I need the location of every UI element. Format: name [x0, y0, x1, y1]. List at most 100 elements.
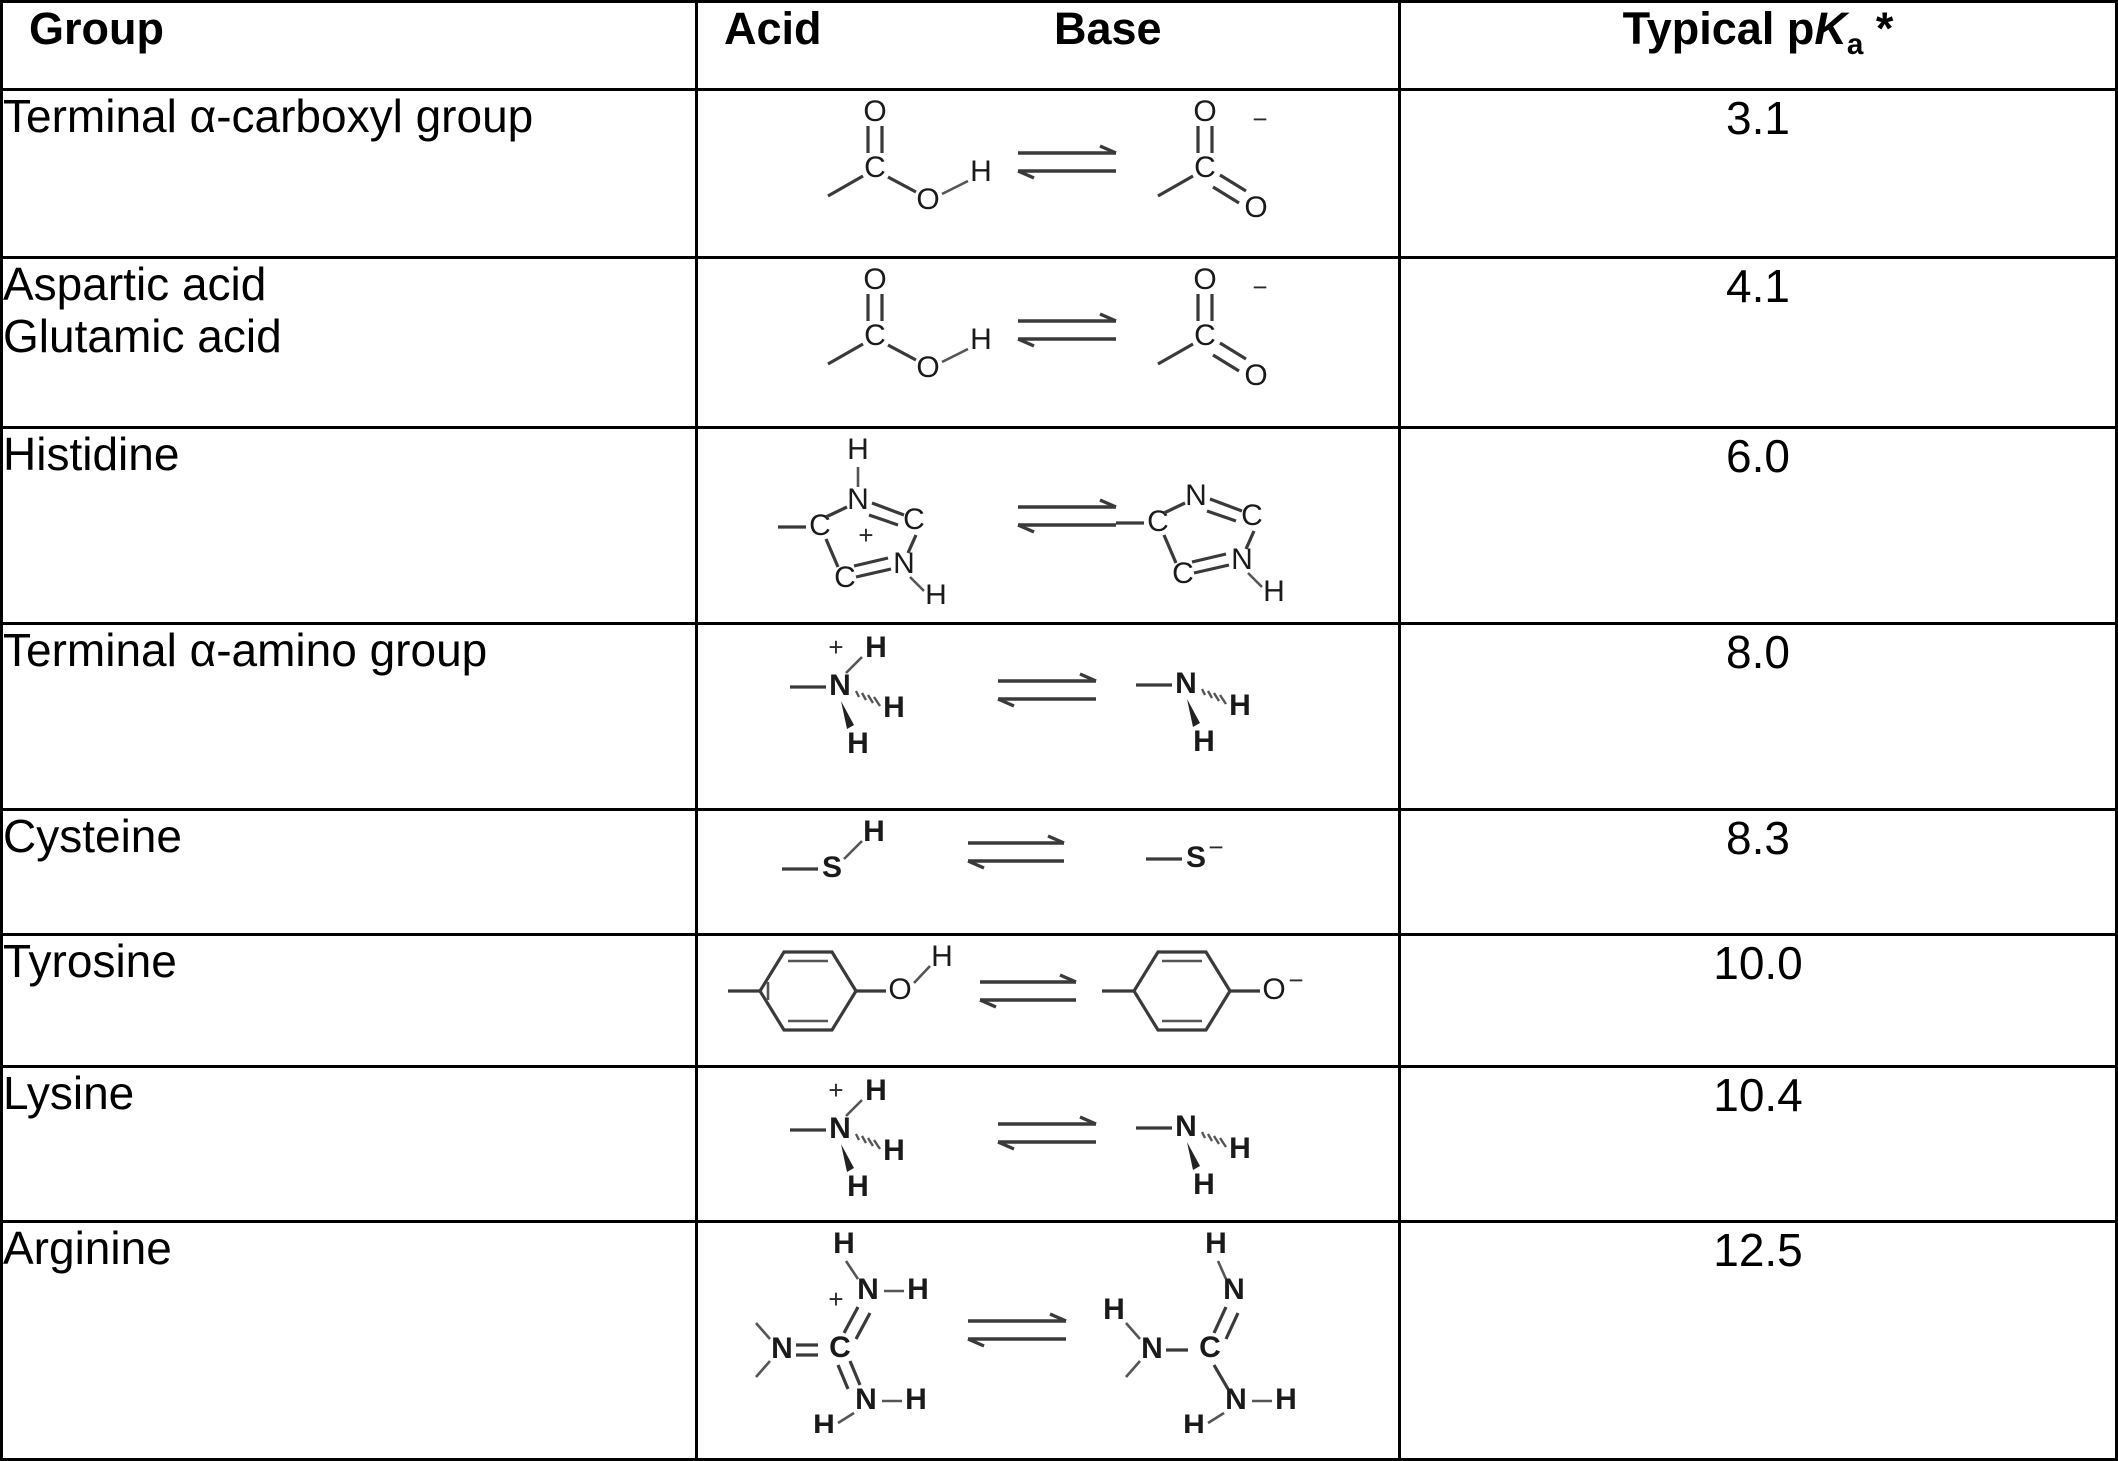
table-row: Histidine H N C N	[0, 426, 2118, 625]
equilibrium-arrow-icon	[967, 1312, 1067, 1348]
pka-asterisk: *	[1875, 3, 1894, 54]
table-row: Arginine H N H + C	[0, 1220, 2118, 1461]
structure-cell-carboxyl-2: C O O H	[695, 256, 1401, 429]
svg-text:C: C	[829, 1331, 851, 1364]
amine-structure: N H H	[1136, 1110, 1251, 1201]
imidazole-equilibrium-diagram: H N C N C C	[778, 433, 1285, 604]
equilibrium-arrow-icon	[1017, 312, 1117, 348]
structure-cell-phenol: O H	[695, 933, 1401, 1068]
structure-cell-lysine-amino: N + H H H	[695, 1065, 1401, 1223]
svg-text:H: H	[847, 727, 869, 760]
structure-cell-amino: N + H H H	[695, 622, 1401, 811]
table-row: Terminal α-amino group N + H	[0, 622, 2118, 811]
svg-text:H: H	[813, 1409, 835, 1433]
pka-value-cell: 4.1	[1398, 256, 2118, 429]
svg-text:+: +	[858, 520, 873, 550]
amine-structure: N H H	[1136, 667, 1251, 758]
pka-value-cell: 12.5	[1398, 1220, 2118, 1461]
column-header-acid-base: Acid Base	[695, 0, 1401, 91]
svg-text:N: N	[1185, 479, 1207, 512]
structure-cell-thiol: S H S −	[695, 808, 1401, 936]
svg-text:H: H	[970, 323, 992, 356]
equilibrium-arrow-icon	[1017, 144, 1117, 180]
structure-cell-guanidinium: H N H + C N	[695, 1220, 1401, 1461]
svg-text:O: O	[1244, 191, 1267, 224]
equilibrium-arrow-icon	[967, 834, 1065, 870]
hashed-bond	[1200, 1131, 1227, 1148]
svg-text:O: O	[888, 973, 911, 1006]
svg-text:C: C	[1147, 505, 1169, 538]
group-label-cell: Lysine	[0, 1065, 698, 1223]
column-header-group: Group	[0, 0, 698, 91]
svg-text:O: O	[1244, 359, 1267, 392]
imidazolium-structure: H N C N C C	[778, 433, 947, 604]
guanidinium-structure: H N H + C N	[755, 1227, 929, 1433]
svg-text:C: C	[1194, 319, 1216, 352]
table-row: Lysine N + H	[0, 1065, 2118, 1223]
pka-value-cell: 10.4	[1398, 1065, 2118, 1223]
pka-value-cell: 10.0	[1398, 933, 2118, 1068]
svg-text:H: H	[847, 1170, 869, 1203]
svg-text:H: H	[865, 631, 887, 664]
equilibrium-arrow-icon	[997, 1115, 1097, 1151]
thiol-structure: S H	[782, 815, 885, 884]
ammonium-structure: N + H H H	[790, 631, 905, 760]
table-row: Tyrosine O H	[0, 933, 2118, 1068]
carboxyl-equilibrium-diagram: C O O H	[827, 263, 1268, 392]
table-row: Terminal α-carboxyl group C O O H	[0, 88, 2118, 259]
column-header-pka-label: Typical pKa *	[1401, 3, 2115, 62]
svg-text:O: O	[1193, 95, 1216, 128]
phenolate-structure: O −	[1102, 950, 1304, 1032]
ammonium-structure: N + H H H	[790, 1074, 905, 1203]
svg-text:N: N	[847, 483, 869, 516]
svg-text:C: C	[834, 561, 856, 594]
group-label-cell: Arginine	[0, 1220, 698, 1461]
guanidine-structure: H N C N H	[1103, 1227, 1297, 1433]
pka-subscript-a: a	[1846, 28, 1864, 61]
structure-cell-carboxyl: C O O H	[695, 88, 1401, 259]
group-label-cell: Cysteine	[0, 808, 698, 936]
amino-equilibrium-diagram: N + H H H	[790, 631, 1251, 760]
svg-text:N: N	[855, 1383, 877, 1416]
pka-value-cell: 8.3	[1398, 808, 2118, 936]
svg-text:N: N	[893, 547, 915, 580]
carboxylate-structure: C O O −	[1157, 263, 1268, 392]
svg-text:S: S	[1186, 841, 1206, 874]
svg-text:N: N	[1175, 1110, 1197, 1143]
phenol-equilibrium-diagram: O H	[728, 940, 1304, 1032]
acid-base-header-wrap: Acid Base	[698, 3, 1398, 55]
svg-text:H: H	[931, 940, 953, 973]
column-header-pka: Typical pKa *	[1398, 0, 2118, 91]
svg-text:H: H	[1229, 689, 1251, 722]
svg-text:O: O	[1262, 973, 1285, 1006]
svg-text:+: +	[828, 1284, 843, 1314]
thiolate-structure: S −	[1146, 832, 1224, 874]
svg-text:H: H	[1275, 1383, 1297, 1416]
pka-value-cell: 8.0	[1398, 622, 2118, 811]
svg-text:H: H	[847, 433, 869, 466]
table-row: Aspartic acid Glutamic acid C O O H	[0, 256, 2118, 429]
column-header-acid-label: Acid	[724, 3, 822, 54]
svg-text:H: H	[883, 691, 905, 724]
svg-text:−: −	[1208, 832, 1223, 862]
guanidinium-equilibrium-diagram: H N H + C N	[755, 1227, 1297, 1433]
phenol-structure: O H	[728, 940, 953, 1032]
structure-cell-imidazole: H N C N C C	[695, 426, 1401, 625]
svg-text:H: H	[970, 155, 992, 188]
group-label-cell: Histidine	[0, 426, 698, 625]
svg-text:H: H	[1205, 1227, 1227, 1260]
svg-text:−: −	[1288, 965, 1303, 995]
svg-text:H: H	[1193, 725, 1215, 758]
svg-text:C: C	[864, 151, 886, 184]
hashed-bond	[1200, 688, 1227, 705]
svg-text:O: O	[863, 95, 886, 128]
svg-text:H: H	[863, 815, 885, 848]
svg-text:O: O	[916, 351, 939, 384]
carboxyl-equilibrium-diagram: C O O H	[827, 95, 1268, 224]
svg-text:N: N	[857, 1273, 879, 1306]
table-row: Cysteine S H	[0, 808, 2118, 936]
svg-text:N: N	[1231, 543, 1253, 576]
equilibrium-arrow-icon	[997, 672, 1097, 708]
svg-text:S: S	[822, 851, 842, 884]
